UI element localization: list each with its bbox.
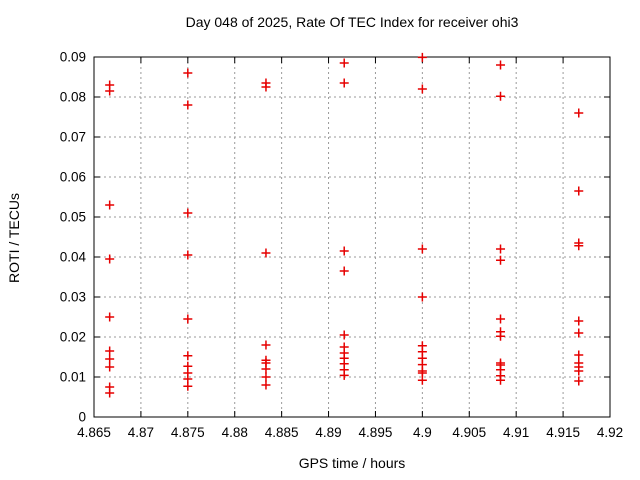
data-point-marker: [417, 52, 427, 62]
data-point-marker: [574, 366, 584, 376]
y-tick-label: 0.08: [60, 90, 86, 105]
data-point-marker: [496, 60, 506, 70]
y-tick-label: 0.04: [60, 250, 87, 265]
data-point-marker: [496, 91, 506, 101]
y-tick-label: 0.06: [60, 170, 86, 185]
data-point-marker: [261, 82, 271, 92]
data-point-marker: [574, 316, 584, 326]
data-point-marker: [261, 364, 271, 374]
data-point-marker: [261, 248, 271, 258]
x-tick-label: 4.91: [503, 425, 529, 440]
y-tick-label: 0.02: [60, 330, 86, 345]
data-point-marker: [496, 375, 506, 385]
data-point-marker: [261, 380, 271, 390]
x-tick-label: 4.92: [597, 425, 623, 440]
x-tick-label: 4.875: [171, 425, 205, 440]
data-point-marker: [339, 58, 349, 68]
data-point-marker: [105, 354, 115, 364]
data-point-marker: [417, 84, 427, 94]
x-tick-label: 4.88: [222, 425, 248, 440]
data-point-marker: [105, 200, 115, 210]
data-point-marker: [105, 346, 115, 356]
data-point-marker: [339, 246, 349, 256]
x-axis-label: GPS time / hours: [298, 455, 406, 471]
data-point-marker: [105, 254, 115, 264]
data-point-marker: [417, 244, 427, 254]
x-tick-label: 4.905: [452, 425, 486, 440]
data-point-marker: [183, 250, 193, 260]
data-point-marker: [417, 375, 427, 385]
data-point-marker: [105, 362, 115, 372]
data-point-marker: [574, 241, 584, 251]
y-tick-label: 0.07: [60, 130, 86, 145]
x-tick-label: 4.87: [128, 425, 154, 440]
data-point-marker: [261, 372, 271, 382]
y-tick-label: 0.09: [60, 50, 86, 65]
data-point-marker: [574, 108, 584, 118]
plot-border: [93, 56, 611, 418]
y-tick-label: 0.03: [60, 290, 86, 305]
data-point-marker: [574, 350, 584, 360]
y-tick-label: 0.05: [60, 210, 86, 225]
x-tick-label: 4.915: [546, 425, 580, 440]
data-point-marker: [496, 244, 506, 254]
x-tick-label: 4.895: [359, 425, 393, 440]
data-point-marker: [183, 381, 193, 391]
x-tick-label: 4.9: [413, 425, 432, 440]
data-point-marker: [261, 340, 271, 350]
x-tick-label: 4.885: [265, 425, 299, 440]
data-point-marker: [105, 86, 115, 96]
data-point-marker: [496, 331, 506, 341]
data-point-marker: [183, 314, 193, 324]
data-point-marker: [339, 78, 349, 88]
x-tick-label: 4.865: [77, 425, 111, 440]
data-point-marker: [339, 330, 349, 340]
data-point-marker: [574, 376, 584, 386]
data-point-marker: [574, 328, 584, 338]
data-point-marker: [183, 100, 193, 110]
data-point-marker: [183, 208, 193, 218]
data-point-marker: [339, 370, 349, 380]
y-tick-label: 0: [78, 410, 86, 425]
data-point-marker: [496, 314, 506, 324]
data-point-marker: [417, 292, 427, 302]
x-tick-label: 4.89: [315, 425, 341, 440]
data-point-marker: [105, 312, 115, 322]
data-point-marker: [339, 266, 349, 276]
data-point-marker: [105, 388, 115, 398]
data-point-marker: [183, 351, 193, 361]
y-tick-label: 0.01: [60, 370, 86, 385]
data-point-marker: [183, 68, 193, 78]
data-point-marker: [574, 186, 584, 196]
chart-title: Day 048 of 2025, Rate Of TEC Index for r…: [185, 14, 519, 30]
data-point-marker: [496, 255, 506, 265]
